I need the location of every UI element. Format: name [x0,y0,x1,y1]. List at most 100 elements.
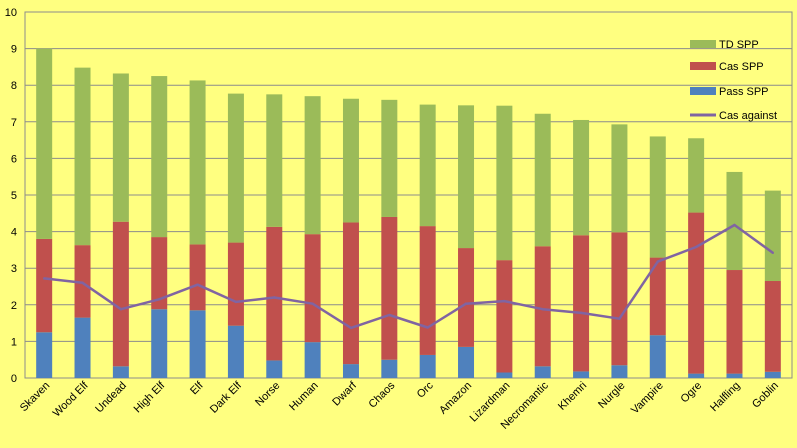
bar-pass-spp [764,371,781,378]
x-tick-label: Dark Elf [208,379,245,416]
bar-pass-spp [227,325,244,378]
bar-td-spp [74,67,91,246]
line-point [579,311,583,315]
bar-cas-spp [649,257,666,336]
x-tick-label: Elf [188,379,206,397]
bar-cas-spp [726,270,743,374]
line-point [388,313,391,317]
x-tick-label: Nurgle [596,380,627,411]
x-tick-label: High Elf [132,379,168,415]
line-point [42,277,46,280]
bar-cas-spp [573,235,590,372]
bar-cas-spp [74,245,91,318]
bar-td-spp [496,105,513,261]
bar-td-spp [342,98,359,223]
y-tick-label: 8 [11,80,17,92]
bar-pass-spp [342,364,359,378]
x-tick-label: Undead [93,380,129,416]
y-tick-label: 5 [11,190,17,202]
bar-cas-spp [189,244,206,311]
bar-cas-spp [266,226,283,361]
bar-pass-spp [112,366,129,378]
line-point [656,260,659,263]
bar-cas-spp [458,248,475,347]
bar-td-spp [304,96,321,235]
bar-cas-spp [688,212,705,374]
x-tick-label: Human [287,380,321,414]
line-point [234,300,238,304]
cas-against-line [42,223,775,330]
bar-cas-spp [227,242,244,326]
y-tick-label: 10 [5,7,17,19]
bar-pass-spp [573,371,590,378]
y-axis: 0 1 2 3 4 5 6 7 8 9 10 [5,7,17,385]
bar-pass-spp [151,309,168,378]
x-tick-label: Orc [415,379,436,400]
bar-td-spp [611,124,628,233]
legend-label: TD SPP [719,39,759,51]
bar-pass-spp [381,359,398,378]
bar-td-spp [649,136,666,258]
x-tick-label: Halfling [708,380,742,414]
bar-td-spp [573,119,590,236]
bar-cas-spp [419,226,436,355]
line-point [733,223,736,227]
bar-pass-spp [74,317,91,378]
bar-td-spp [112,73,129,222]
x-tick-label: Vampire [629,380,666,417]
bar-td-spp [419,104,436,227]
legend-swatch [690,40,716,48]
bar-pass-spp [458,346,475,378]
line-point [81,281,84,285]
x-tick-label: Norse [253,380,282,409]
bar-td-spp [189,80,206,245]
line-point [273,296,276,299]
bar-pass-spp [611,365,628,378]
line-point [119,307,123,311]
bar-td-spp [266,94,283,227]
bar-pass-spp [304,342,321,378]
line-point [541,307,544,311]
bar-cas-spp [534,246,551,367]
y-tick-label: 1 [11,336,17,348]
bar-pass-spp [496,372,513,378]
bar-td-spp [151,76,168,238]
bar-td-spp [458,105,475,249]
y-tick-label: 7 [11,117,17,129]
bar-pass-spp [419,354,436,378]
legend-swatch [690,62,716,70]
x-tick-label: Ogre [678,380,704,406]
bar-pass-spp [189,310,206,378]
line-point [771,251,775,255]
y-tick-label: 3 [11,263,17,275]
line-point [311,302,314,305]
bar-cas-spp [611,232,628,366]
gridlines [24,11,793,379]
bar-cas-spp [496,260,513,373]
y-tick-label: 6 [11,153,17,165]
x-tick-label: Wood Elf [51,379,92,420]
legend-label: Cas SPP [719,61,764,73]
bar-pass-spp [649,335,666,378]
bar-cas-spp [764,281,781,372]
bar-cas-spp [381,216,398,360]
legend: TD SPP Cas SPP Pass SPP Cas against [690,39,777,122]
line-point [196,283,199,286]
legend-label: Cas against [719,110,777,122]
x-tick-label: Goblin [750,380,781,411]
bars [36,48,781,378]
legend-swatch [690,87,716,95]
bar-cas-spp [112,221,129,367]
line-cas-against [44,223,774,330]
bar-pass-spp [36,332,53,378]
legend-label: Pass SPP [719,86,769,98]
bar-td-spp [381,99,398,217]
bar-pass-spp [688,373,705,378]
line-point [426,326,429,329]
bar-cas-spp [304,234,321,343]
x-tick-label: Dwarf [330,379,359,408]
bar-cas-spp [342,222,359,365]
bar-cas-spp [36,238,53,333]
